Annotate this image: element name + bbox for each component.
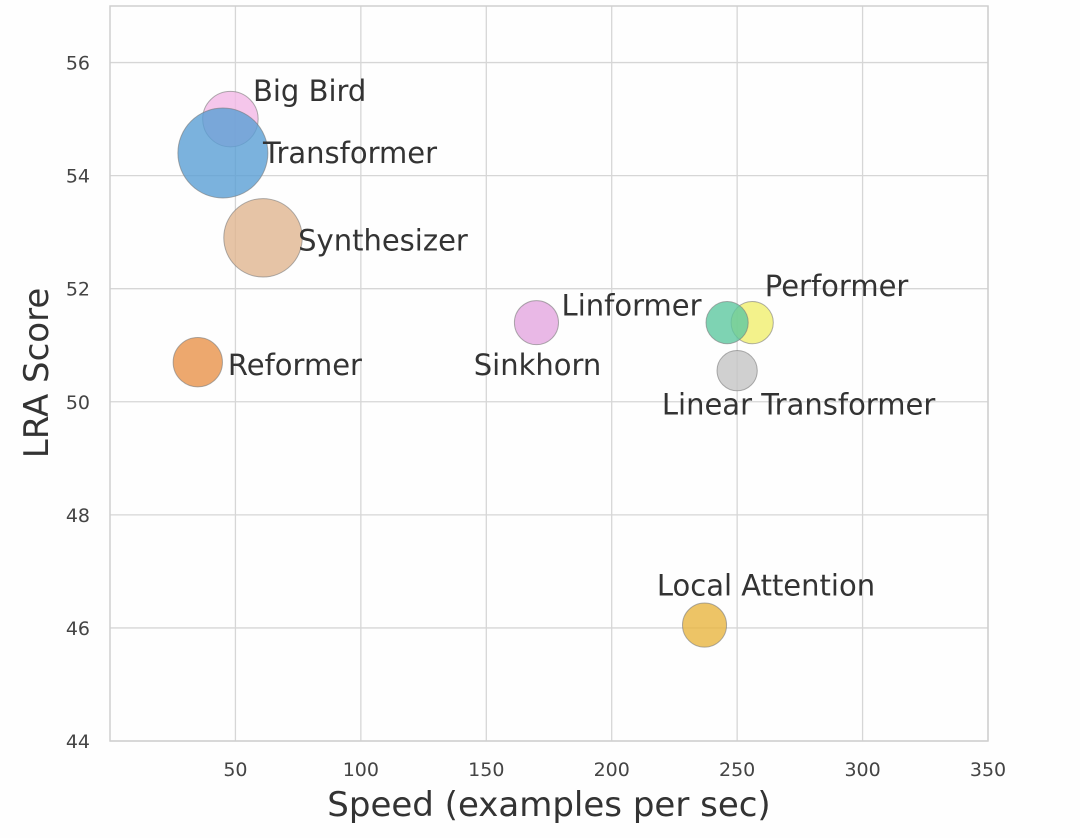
point-label: Transformer (262, 136, 437, 170)
point-label: Big Bird (253, 74, 366, 108)
x-tick-label: 300 (844, 759, 880, 781)
y-tick-label: 52 (66, 279, 90, 301)
tick-labels: 50 100 150 200 250 300 350 44 46 48 50 52 54 56 (66, 53, 1006, 781)
data-points (172, 90, 774, 648)
x-tick-label: 50 (223, 759, 247, 781)
data-point (223, 198, 303, 278)
point-label: Linformer (562, 289, 702, 323)
plot-frame (109, 5, 989, 742)
point-label: Performer (765, 269, 909, 303)
data-point (716, 350, 758, 392)
data-point (681, 602, 728, 648)
y-tick-label: 56 (66, 53, 90, 75)
data-point (172, 337, 223, 388)
point-labels: Big Bird Transformer Synthesizer Reformer Li… (228, 74, 935, 603)
x-tick-label: 150 (468, 759, 504, 781)
y-axis-title: LRA Score (17, 288, 57, 458)
x-axis-title: Speed (examples per sec) (327, 785, 770, 825)
point-label: Local Attention (657, 569, 875, 603)
y-tick-label: 48 (66, 505, 90, 527)
x-tick-label: 350 (970, 759, 1006, 781)
y-tick-label: 44 (66, 731, 90, 753)
point-label: Linear Transformer (662, 388, 935, 422)
data-point (177, 107, 269, 199)
x-tick-label: 100 (343, 759, 379, 781)
x-tick-label: 250 (719, 759, 755, 781)
y-tick-label: 50 (66, 392, 90, 414)
data-point (513, 300, 560, 346)
point-label: Sinkhorn (474, 348, 602, 382)
point-label: Reformer (228, 348, 362, 382)
y-tick-label: 54 (66, 166, 90, 188)
x-tick-label: 200 (594, 759, 630, 781)
data-point (705, 301, 749, 345)
point-label: Synthesizer (298, 224, 468, 258)
y-tick-label: 46 (66, 618, 90, 640)
